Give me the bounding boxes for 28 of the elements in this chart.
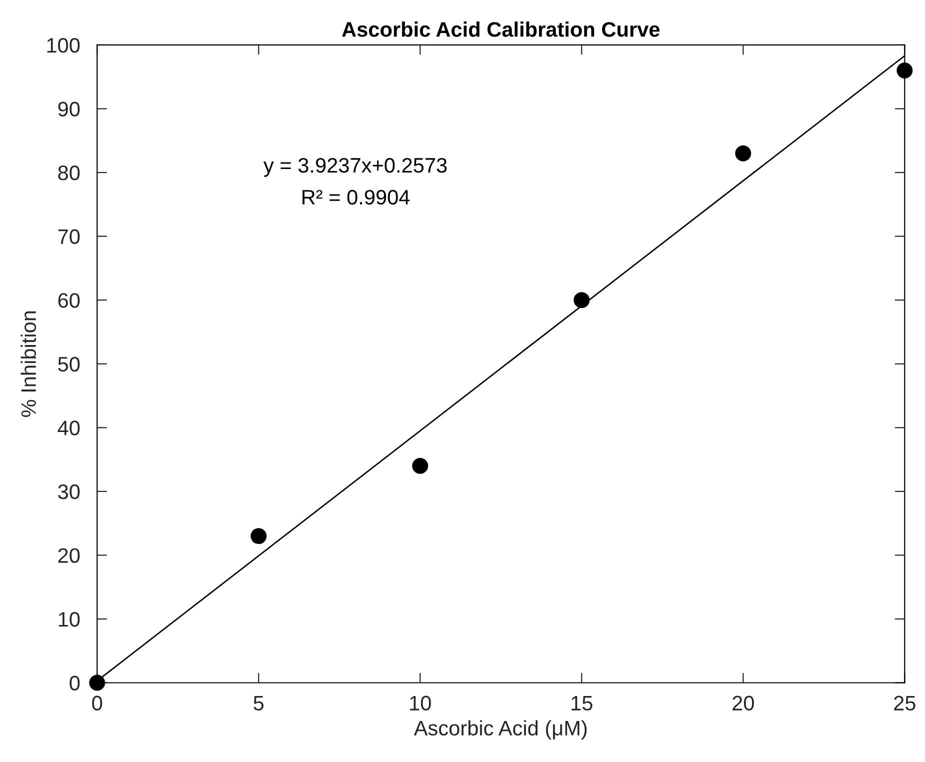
- point: [412, 458, 428, 474]
- annotation: y = 3.9237x+0.2573: [264, 158, 447, 177]
- x-axis-title: Ascorbic Acid (μM): [414, 720, 587, 740]
- x-tick-label: 10: [410, 696, 431, 711]
- x-tick-label: 0: [92, 696, 102, 711]
- point: [574, 292, 590, 308]
- x-tick-label: 20: [732, 696, 754, 711]
- y-tick-label: 0: [70, 676, 80, 691]
- x-tick-label: 5: [254, 696, 264, 711]
- y-tick-label: 20: [58, 548, 80, 563]
- y-tick-label: 10: [58, 612, 80, 627]
- chart-title: Ascorbic Acid Calibration Curve: [342, 22, 660, 37]
- point: [896, 62, 913, 78]
- y-tick-label: 60: [58, 293, 80, 308]
- y-tick-label: 50: [58, 356, 80, 372]
- point: [735, 145, 752, 162]
- point: [89, 674, 106, 691]
- annotation: R² = 0.9904: [302, 190, 410, 205]
- point: [250, 528, 267, 544]
- y-tick-label: 100: [47, 38, 80, 53]
- x-tick-label: 25: [894, 696, 916, 711]
- y-tick-label: 80: [58, 166, 80, 180]
- y-tick-label: 40: [58, 420, 80, 436]
- y-tick-label: 30: [58, 484, 80, 500]
- y-axis-title: % Inhibition: [20, 311, 36, 417]
- y-tick-label: 90: [58, 102, 80, 116]
- x-tick-label: 15: [572, 696, 592, 711]
- y-tick-label: 70: [58, 229, 80, 244]
